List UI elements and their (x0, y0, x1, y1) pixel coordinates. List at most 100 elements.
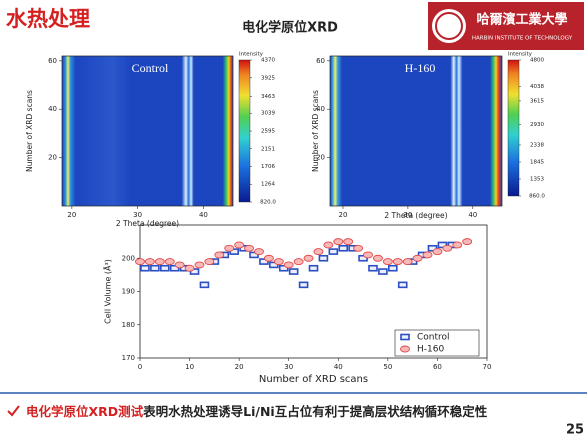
colorbar-tick-label: 4370 (261, 58, 275, 64)
data-point (338, 244, 349, 252)
colorbar-tick-label: 3925 (261, 75, 275, 81)
data-point (234, 241, 245, 249)
colorbar-tick-label: 1845 (530, 160, 544, 166)
y-tick-label: 60 (48, 57, 57, 65)
data-point (298, 281, 309, 289)
plot-frame (329, 55, 503, 207)
data-point (402, 258, 413, 266)
check-icon (7, 405, 20, 417)
data-point (140, 264, 150, 272)
footer-body: 表明水热处理诱导Li/Ni互占位有利于提高层状结构循环稳定性 (142, 404, 488, 419)
panel-label: Control (132, 61, 169, 75)
colorbar-tick-label: 860.0 (529, 194, 545, 200)
data-point (442, 244, 453, 252)
slide-subtitle: 电化学原位XRD (242, 20, 338, 36)
data-point (184, 264, 195, 272)
data-point (224, 244, 235, 252)
colorbar-tick-label: 2595 (261, 129, 275, 135)
colorbar-tick-label: 1353 (530, 176, 544, 182)
x-tick-label: 10 (185, 363, 194, 371)
data-point (159, 264, 170, 272)
data-point (199, 281, 210, 289)
data-point (150, 264, 160, 272)
data-point (368, 264, 378, 272)
panel-label: H-160 (405, 61, 436, 75)
y-tick-label: 20 (48, 154, 57, 162)
x-tick-label: 30 (133, 211, 142, 219)
legend-marker (400, 333, 410, 341)
x-tick-label: 0 (138, 363, 142, 371)
y-tick-label: 180 (122, 321, 135, 329)
legend-box (394, 329, 480, 357)
x-tick-label: 50 (383, 363, 392, 371)
data-point (144, 258, 155, 266)
x-tick-label: 30 (284, 363, 293, 371)
data-point (303, 254, 314, 262)
data-point (194, 261, 205, 269)
logo: 哈爾濱工業大學 HARBIN INSTITUTE OF TECHNOLOGY (428, 2, 584, 50)
colorbar-tick-label: 2151 (261, 146, 275, 152)
data-point (174, 261, 185, 269)
x-tick-label: 20 (235, 363, 244, 371)
heatmap-image (62, 56, 233, 206)
x-tick-label: 20 (339, 211, 348, 219)
legend: Control H-160 (394, 329, 480, 357)
colorbar-tick-label: 820.0 (260, 200, 276, 206)
colorbar-title: Intensity (508, 52, 533, 58)
legend-marker (400, 345, 410, 353)
data-point (214, 251, 225, 259)
data-point (363, 251, 373, 259)
colorbar-tick-label: 4038 (530, 84, 544, 90)
colorbar (507, 59, 520, 197)
heatmap-image (330, 56, 502, 206)
data-point (323, 241, 334, 249)
colorbar-tick-label: 2338 (530, 142, 544, 148)
slide-title: 水热处理 (6, 7, 90, 31)
x-axis-label: 2 Theta (degree) (384, 211, 447, 220)
data-point (333, 238, 344, 246)
data-point (422, 251, 433, 259)
colorbar-tick-label: 3463 (261, 94, 275, 100)
x-axis-label: 2 Theta (degree) (116, 219, 179, 228)
data-point (283, 261, 294, 269)
data-point (293, 258, 304, 266)
data-point (392, 258, 403, 266)
data-point (353, 244, 364, 252)
colorbar (238, 59, 251, 203)
colorbar-tick-label: 3615 (530, 98, 544, 104)
y-tick-label: 20 (316, 154, 325, 162)
data-point (462, 238, 473, 246)
y-axis-label: Number of XRD scans (311, 90, 320, 172)
data-point (244, 244, 255, 252)
x-tick-label: 70 (483, 363, 492, 371)
data-point (388, 264, 398, 272)
data-point (204, 258, 215, 266)
data-point (372, 254, 383, 262)
data-point (154, 258, 165, 266)
legend-label: Control (417, 333, 450, 343)
data-point (328, 248, 339, 255)
legend-label: H-160 (417, 345, 444, 355)
logo-name: 哈爾濱工業大學 (476, 12, 567, 28)
x-tick-label: 60 (433, 363, 442, 371)
x-axis-label: Number of XRD scans (259, 374, 368, 385)
x-tick-label: 40 (199, 211, 208, 219)
colorbar-tick-label: 4800 (530, 58, 544, 64)
y-tick-label: 60 (316, 57, 325, 65)
data-point (288, 268, 299, 275)
logo-english: HARBIN INSTITUTE OF TECHNOLOGY (472, 36, 573, 42)
data-point (273, 258, 284, 266)
colorbar-tick-label: 3039 (261, 111, 275, 117)
logo-emblem (432, 9, 466, 43)
colorbar-title: Intensity (239, 52, 264, 58)
colorbar-tick-label: 1264 (261, 182, 275, 188)
x-tick-label: 40 (334, 363, 343, 371)
x-tick-label: 40 (468, 211, 477, 219)
x-tick-label: 30 (403, 211, 412, 219)
data-point (263, 254, 274, 262)
footer-highlight: 电化学原位XRD测试 (26, 404, 144, 419)
logo-emblem-ring (435, 12, 463, 40)
page-number: 25 (566, 423, 584, 438)
data-point (135, 258, 145, 266)
